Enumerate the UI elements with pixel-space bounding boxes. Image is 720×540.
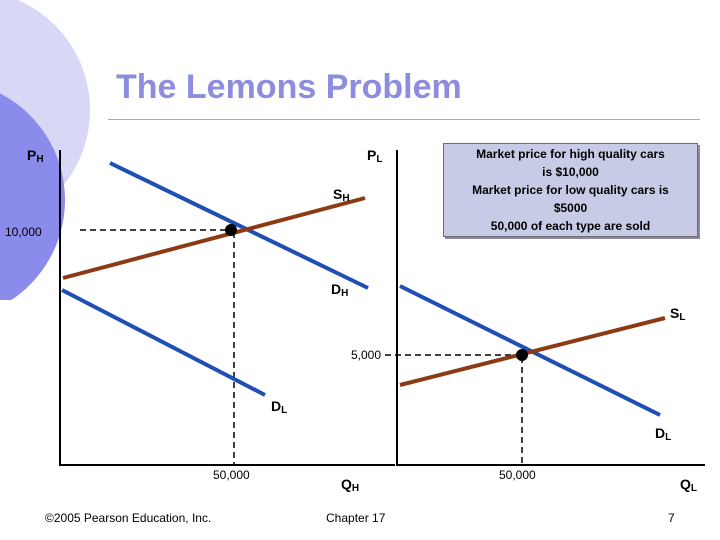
demand-high-curve (109, 161, 369, 290)
note-line: $5000 (553, 201, 588, 215)
page-number: 7 (668, 511, 675, 525)
title-divider (108, 119, 700, 120)
price-label-5000: 5,000 (351, 348, 382, 362)
demand-low-label: DL (655, 425, 672, 443)
quantity-label-left: 50,000 (213, 468, 250, 482)
inner-circle (0, 93, 65, 300)
demand-low-curve-left (61, 288, 266, 397)
y-axis-label-ph: PH (27, 147, 44, 165)
supply-high-label: SH (333, 186, 350, 204)
x-axis-label-ql: QL (680, 476, 697, 494)
decorative-circles (0, 0, 90, 300)
quantity-label-right: 50,000 (499, 468, 536, 482)
note-line: 50,000 of each type are sold (490, 219, 651, 233)
x-axis-label-qh: QH (341, 476, 360, 494)
equilibrium-low (516, 349, 528, 361)
copyright-footer: ©2005 Pearson Education, Inc. (45, 511, 212, 525)
supply-low-curve (399, 316, 666, 387)
note-line: Market price for high quality cars (476, 147, 665, 161)
equilibrium-high (225, 224, 237, 236)
slide-title: The Lemons Problem (116, 68, 462, 106)
demand-low-label-left: DL (271, 398, 288, 416)
supply-high-curve (62, 196, 366, 280)
market-price-note: Market price for high quality cars is $1… (443, 143, 698, 237)
demand-high-label: DH (331, 281, 349, 299)
chapter-footer: Chapter 17 (326, 511, 386, 525)
supply-low-label: SL (670, 305, 686, 323)
pl-label: PL (367, 147, 383, 165)
price-label-10000: 10,000 (5, 225, 42, 239)
note-line: Market price for low quality cars is (472, 183, 669, 197)
note-line: is $10,000 (542, 165, 599, 179)
